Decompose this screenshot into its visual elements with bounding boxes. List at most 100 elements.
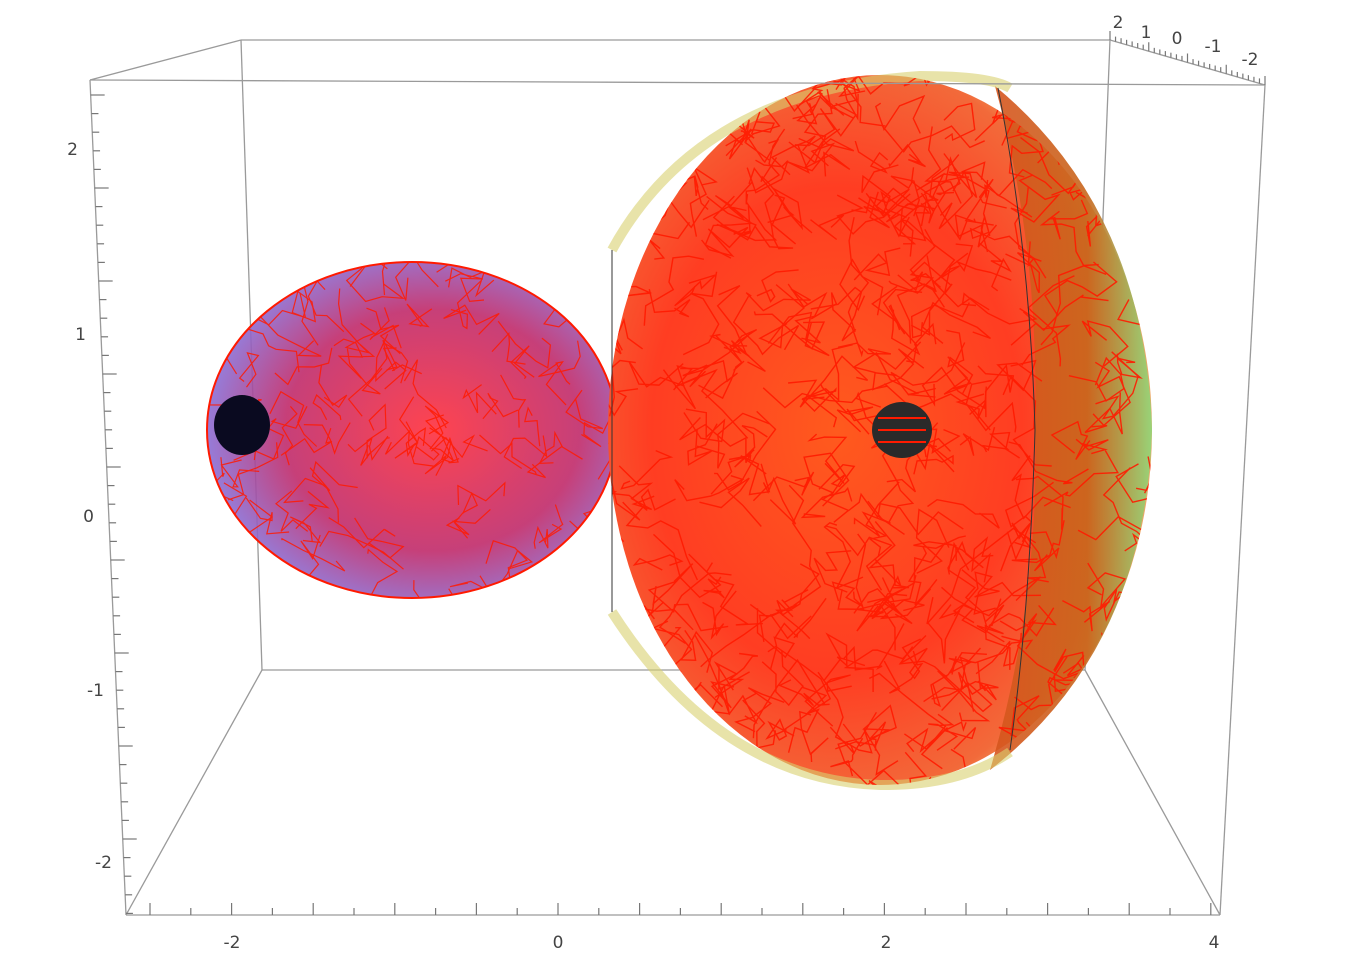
mesh-line — [778, 679, 830, 707]
mesh-line — [453, 491, 478, 539]
left-hole — [214, 395, 270, 455]
mesh-line — [765, 718, 795, 741]
mesh-line — [710, 661, 739, 709]
mesh-line — [699, 477, 762, 527]
mesh-line — [837, 341, 922, 371]
mesh-line — [906, 727, 949, 770]
mesh-line — [748, 167, 786, 228]
mesh-line — [931, 661, 999, 700]
mesh-line — [788, 89, 833, 164]
mesh-line — [825, 525, 893, 591]
mesh-line — [662, 365, 697, 410]
mesh-line — [971, 536, 994, 583]
mesh-line — [565, 237, 586, 258]
mesh-line — [238, 352, 260, 388]
mesh-line — [281, 406, 298, 466]
mesh-line — [890, 342, 966, 396]
mesh-line — [369, 307, 402, 349]
tick-label-x: 2 — [881, 933, 892, 953]
mesh-line — [954, 214, 998, 248]
mesh-line — [682, 271, 720, 356]
mesh-line — [608, 110, 678, 132]
mesh-line — [1100, 153, 1151, 211]
mesh-line — [641, 206, 669, 260]
mesh-line — [749, 603, 798, 643]
mesh-line — [794, 102, 858, 147]
mesh-line — [801, 387, 838, 428]
mesh-line — [346, 348, 383, 395]
mesh-line — [412, 436, 440, 461]
mesh-line — [938, 170, 974, 230]
mesh-line — [949, 656, 975, 712]
mesh-line — [443, 304, 500, 335]
mesh-line — [810, 214, 845, 241]
mesh-line — [962, 175, 991, 253]
tick-label-x: -2 — [224, 933, 241, 953]
mesh-line — [565, 389, 604, 430]
mesh-line — [930, 651, 987, 708]
mesh-line — [1069, 697, 1135, 745]
mesh-line — [910, 302, 970, 339]
tick-label-y: 1 — [75, 325, 86, 345]
mesh-line — [1115, 456, 1152, 503]
mesh-line — [714, 410, 777, 491]
mesh-line — [445, 508, 491, 536]
mesh-line — [874, 557, 902, 602]
mesh-line — [491, 332, 526, 365]
mesh-line — [450, 280, 482, 330]
ellipsoid-surface — [206, 237, 618, 599]
mesh-line — [1083, 164, 1138, 191]
mesh-line — [982, 431, 1020, 459]
mesh-line — [969, 227, 1047, 279]
mesh-line — [674, 79, 719, 135]
mesh-line — [239, 326, 300, 373]
mesh-line — [871, 285, 906, 335]
mesh-line — [280, 428, 333, 456]
mesh-line — [913, 441, 954, 475]
mesh-line — [658, 572, 732, 644]
mesh-line — [620, 449, 674, 490]
mesh-line — [1047, 199, 1089, 240]
tick-label-z: 0 — [1172, 29, 1183, 49]
mesh-line — [703, 576, 725, 599]
mesh-line — [734, 687, 785, 733]
mesh-line — [948, 541, 988, 629]
mesh-line — [882, 125, 985, 153]
mesh-line — [732, 295, 800, 356]
mesh-line — [872, 348, 925, 391]
mesh-line — [328, 517, 396, 549]
mesh-line — [312, 393, 342, 421]
mesh-line — [754, 221, 797, 250]
tick-label-y: -1 — [87, 681, 104, 701]
mesh-line — [804, 674, 852, 727]
mesh-line — [714, 652, 758, 698]
mesh-line — [354, 517, 405, 559]
mesh-line — [698, 360, 745, 400]
mesh-line — [948, 639, 1034, 665]
mesh-line — [865, 481, 900, 557]
mesh-line — [818, 463, 856, 497]
mesh-line — [281, 537, 346, 572]
mesh-line — [753, 311, 826, 350]
mesh-line — [482, 392, 519, 420]
mesh-line — [632, 554, 684, 571]
mesh-line — [756, 269, 799, 303]
mesh-line — [955, 243, 1012, 281]
mesh-line — [745, 128, 786, 205]
mesh-line — [888, 143, 926, 168]
mesh-line — [1117, 299, 1152, 337]
mesh-line — [978, 241, 1012, 292]
mesh-line — [1014, 186, 1035, 268]
bounding-box-front — [89, 39, 1266, 916]
mesh-line — [847, 217, 870, 333]
mesh-line — [448, 267, 495, 298]
mesh-line — [953, 571, 996, 617]
mesh-line — [704, 206, 754, 259]
mesh-line — [497, 320, 552, 369]
mesh-line — [687, 423, 718, 466]
mesh-line — [679, 175, 709, 211]
mesh-line — [349, 262, 373, 287]
mesh-line — [430, 434, 488, 459]
